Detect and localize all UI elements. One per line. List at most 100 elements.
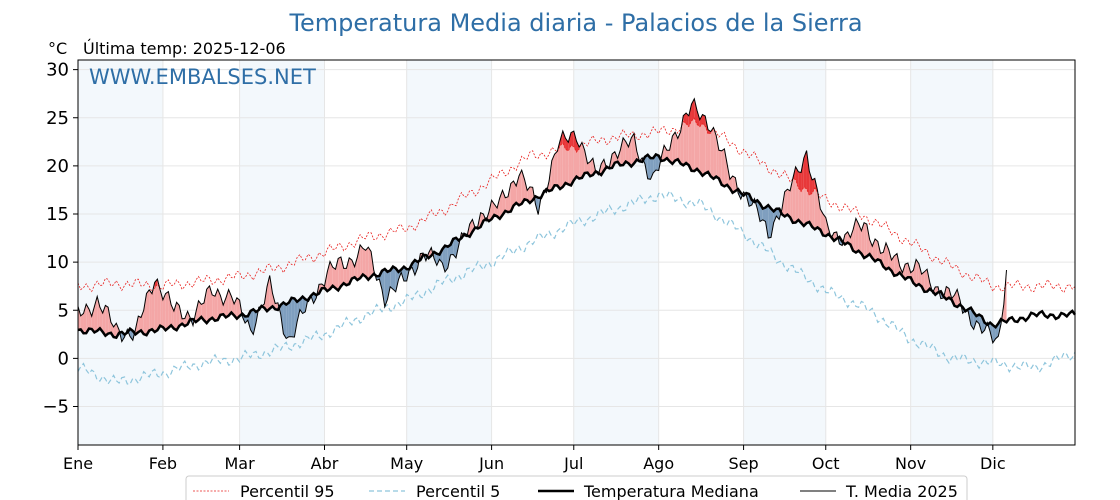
fill-above-median xyxy=(784,189,788,217)
fill-below-median xyxy=(283,302,287,339)
fill-above-p95 xyxy=(795,166,799,189)
fill-above-median xyxy=(343,268,347,286)
fill-below-median xyxy=(655,154,659,171)
fill-above-median xyxy=(916,259,919,286)
fill-above-median xyxy=(713,127,717,179)
fill-above-median xyxy=(149,289,152,331)
fill-above-median xyxy=(362,248,366,277)
fill-above-median xyxy=(557,140,561,189)
y-tick-label: 10 xyxy=(46,252,69,273)
fill-below-median xyxy=(770,208,774,238)
fill-above-p95 xyxy=(699,114,703,127)
fill-above-median xyxy=(214,289,218,321)
fill-above-median xyxy=(675,132,678,161)
fill-above-median xyxy=(269,275,273,309)
x-tick-label: Ene xyxy=(63,454,93,473)
fill-above-median xyxy=(113,323,117,338)
fill-above-median xyxy=(508,183,511,213)
fill-above-median xyxy=(888,249,892,271)
y-tick-label: 30 xyxy=(46,60,69,81)
fill-below-median xyxy=(291,297,295,338)
fill-above-median xyxy=(217,289,221,321)
fill-below-median xyxy=(442,245,446,272)
fill-above-median xyxy=(861,222,865,258)
x-tick-label: Feb xyxy=(149,454,177,473)
x-tick-label: May xyxy=(390,454,423,473)
fill-below-median xyxy=(286,302,289,339)
fill-above-median xyxy=(513,180,517,206)
fill-above-median xyxy=(924,269,928,292)
month-band xyxy=(239,60,325,445)
fill-above-median xyxy=(718,150,722,185)
fill-above-p95 xyxy=(806,150,810,196)
watermark: WWW.EMBALSES.NET xyxy=(89,65,316,89)
x-tick-label: Jun xyxy=(478,454,504,473)
fill-above-median xyxy=(524,179,528,201)
fill-above-median xyxy=(710,127,714,179)
fill-above-median xyxy=(88,309,92,329)
fill-above-median xyxy=(184,311,188,327)
fill-above-p95 xyxy=(154,279,158,289)
fill-above-median xyxy=(365,247,369,280)
fill-below-median xyxy=(647,154,651,180)
fill-above-p95 xyxy=(812,178,815,194)
fill-above-median xyxy=(844,231,848,245)
fill-above-median xyxy=(518,170,522,206)
x-tick-label: Nov xyxy=(895,454,926,473)
fill-above-p95 xyxy=(803,150,807,189)
fill-below-median xyxy=(294,298,298,338)
fill-above-median xyxy=(864,222,867,258)
fill-above-p95 xyxy=(702,114,706,127)
fill-above-median xyxy=(102,305,106,336)
fill-above-median xyxy=(360,244,363,279)
fill-above-median xyxy=(162,293,166,331)
fill-below-median xyxy=(299,296,303,314)
fill-above-median xyxy=(351,260,355,279)
y-axis: 30 25 20 15 10 5 0 −5 xyxy=(42,60,78,418)
fill-above-p95 xyxy=(688,104,692,127)
fill-above-median xyxy=(677,131,681,164)
fill-above-median xyxy=(332,267,336,289)
fill-above-p95 xyxy=(697,110,700,127)
grid-lines xyxy=(77,60,1075,445)
series-line-2025 xyxy=(77,97,1007,345)
fill-above-median xyxy=(329,261,333,290)
fill-above-median xyxy=(335,258,339,291)
y-tick-label: 0 xyxy=(58,348,69,369)
y-tick-label: 15 xyxy=(46,204,69,225)
fill-above-median xyxy=(505,196,509,213)
fill-above-median xyxy=(499,190,503,219)
fill-above-median xyxy=(817,190,821,230)
series-line-p95 xyxy=(77,117,1076,294)
fill-above-median xyxy=(236,297,240,319)
fill-above-median xyxy=(516,175,519,206)
fill-above-median xyxy=(157,279,161,331)
fill-above-median xyxy=(176,302,180,331)
fill-above-median xyxy=(579,142,582,179)
fill-below-median xyxy=(288,297,292,337)
fill-above-median xyxy=(165,291,169,331)
fill-above-median xyxy=(894,253,897,276)
x-axis: Ene Feb Mar Abr May Jun Jul Ago Sep Oct Nov Dic xyxy=(63,445,1006,473)
fill-above-median xyxy=(551,154,555,191)
anomaly-fills xyxy=(78,98,1007,343)
fill-above-median xyxy=(220,295,224,315)
fill-below-median xyxy=(395,268,399,292)
fill-below-median xyxy=(245,316,248,324)
fill-below-median xyxy=(414,260,418,276)
y-tick-label: 5 xyxy=(58,300,69,321)
fill-above-p95 xyxy=(691,98,695,122)
fill-below-median xyxy=(990,322,993,343)
fill-below-median xyxy=(297,299,300,322)
x-tick-label: Abr xyxy=(311,454,339,473)
fill-above-median xyxy=(212,294,215,321)
last-temp-label: Última temp: 2025-12-06 xyxy=(83,39,286,58)
fill-above-median xyxy=(554,151,558,186)
y-tick-label: 20 xyxy=(46,156,69,177)
fill-above-median xyxy=(346,257,350,286)
fill-above-median xyxy=(623,137,626,166)
legend-label: Percentil 5 xyxy=(416,482,500,500)
fill-above-median xyxy=(146,289,150,336)
fill-above-median xyxy=(143,293,147,336)
